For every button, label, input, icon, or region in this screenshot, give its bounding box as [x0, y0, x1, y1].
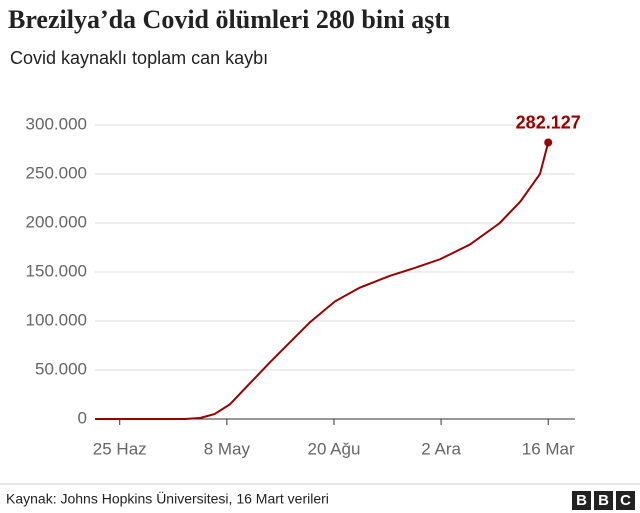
y-tick-label: 200.000: [26, 212, 87, 231]
value-label: 282.127: [516, 112, 581, 132]
y-tick-label: 150.000: [26, 261, 87, 280]
logo-box: [572, 491, 591, 510]
logo-letter: B: [576, 492, 587, 509]
logo-box: [616, 491, 635, 510]
y-tick-label: 0: [78, 408, 87, 427]
x-tick-label: 2 Ara: [421, 439, 461, 458]
source: Kaynak: Johns Hopkins Üniversitesi, 16 M…: [6, 490, 329, 507]
x-tick-label: 20 Ağu: [307, 439, 360, 458]
logo-letter: C: [620, 492, 631, 509]
logo-box: [594, 491, 613, 510]
y-tick-label: 250.000: [26, 163, 87, 182]
logo: B B C: [572, 491, 635, 510]
end-point: [544, 138, 553, 147]
chart-title: Brezilya’da Covid ölümleri 280 bini aştı: [8, 5, 450, 34]
y-tick-label: 100.000: [26, 310, 87, 329]
x-tick-label: 8 May: [204, 439, 251, 458]
logo-letter: B: [598, 492, 609, 509]
y-tick-label: 300.000: [26, 114, 87, 133]
chart-subtitle: Covid kaynaklı toplam can kaybı: [10, 48, 268, 68]
x-tick-label: 16 Mar: [522, 439, 575, 458]
x-tick-label: 25 Haz: [93, 439, 147, 458]
y-tick-label: 50.000: [35, 359, 87, 378]
line: [95, 142, 550, 420]
